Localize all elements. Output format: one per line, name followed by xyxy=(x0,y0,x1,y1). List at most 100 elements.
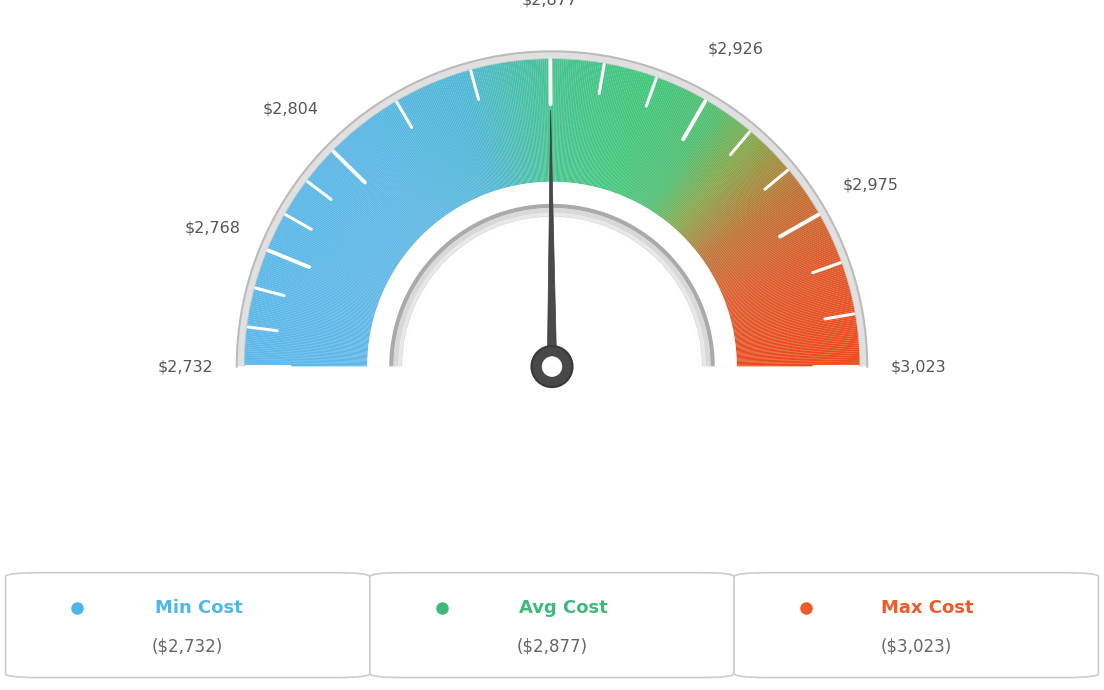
Wedge shape xyxy=(362,124,438,221)
Wedge shape xyxy=(665,122,741,221)
Wedge shape xyxy=(297,192,400,263)
Text: ($3,023): ($3,023) xyxy=(881,638,952,656)
Wedge shape xyxy=(519,60,533,183)
Wedge shape xyxy=(661,119,736,219)
Wedge shape xyxy=(736,355,860,361)
Wedge shape xyxy=(583,63,606,185)
Wedge shape xyxy=(248,315,370,337)
Wedge shape xyxy=(322,160,415,244)
Wedge shape xyxy=(301,186,403,259)
Wedge shape xyxy=(236,51,868,366)
Wedge shape xyxy=(254,286,373,319)
Wedge shape xyxy=(731,292,851,323)
Wedge shape xyxy=(707,197,810,266)
Wedge shape xyxy=(252,295,372,325)
Wedge shape xyxy=(736,337,859,351)
Wedge shape xyxy=(728,270,845,310)
Wedge shape xyxy=(598,68,630,188)
Wedge shape xyxy=(310,175,407,253)
Wedge shape xyxy=(681,146,768,235)
Wedge shape xyxy=(673,135,755,228)
Wedge shape xyxy=(329,153,418,239)
Wedge shape xyxy=(735,324,857,342)
Wedge shape xyxy=(252,297,372,326)
Wedge shape xyxy=(719,235,831,289)
Wedge shape xyxy=(578,62,598,184)
Wedge shape xyxy=(444,77,488,193)
Wedge shape xyxy=(693,168,788,248)
Wedge shape xyxy=(667,126,745,223)
Wedge shape xyxy=(682,148,769,236)
Wedge shape xyxy=(597,68,628,188)
Wedge shape xyxy=(714,220,824,279)
Wedge shape xyxy=(245,337,368,351)
Wedge shape xyxy=(729,279,848,315)
Wedge shape xyxy=(276,228,386,285)
Wedge shape xyxy=(730,282,849,317)
Wedge shape xyxy=(395,101,459,208)
Wedge shape xyxy=(736,353,860,359)
Wedge shape xyxy=(734,315,856,337)
Wedge shape xyxy=(347,136,429,229)
Wedge shape xyxy=(256,279,375,315)
Wedge shape xyxy=(636,92,693,202)
Wedge shape xyxy=(624,83,672,197)
Wedge shape xyxy=(622,81,669,196)
FancyBboxPatch shape xyxy=(6,573,370,678)
Wedge shape xyxy=(524,59,537,183)
Wedge shape xyxy=(298,190,401,262)
Wedge shape xyxy=(516,61,531,183)
Wedge shape xyxy=(668,127,746,224)
Wedge shape xyxy=(569,60,581,183)
Wedge shape xyxy=(333,149,422,237)
Text: $2,732: $2,732 xyxy=(158,359,213,374)
Wedge shape xyxy=(718,228,828,285)
Wedge shape xyxy=(299,189,401,261)
Wedge shape xyxy=(378,112,448,215)
Wedge shape xyxy=(731,286,850,319)
Wedge shape xyxy=(379,111,449,214)
Wedge shape xyxy=(222,366,882,690)
Wedge shape xyxy=(321,161,414,244)
Wedge shape xyxy=(264,257,380,302)
Wedge shape xyxy=(540,59,546,182)
Wedge shape xyxy=(574,61,591,184)
Wedge shape xyxy=(703,190,806,262)
Wedge shape xyxy=(312,172,408,250)
Wedge shape xyxy=(316,168,411,248)
Wedge shape xyxy=(689,160,782,244)
Wedge shape xyxy=(732,299,853,327)
Wedge shape xyxy=(259,270,376,310)
Wedge shape xyxy=(562,59,572,182)
Wedge shape xyxy=(735,335,859,349)
Wedge shape xyxy=(287,208,393,273)
Wedge shape xyxy=(712,212,819,275)
Wedge shape xyxy=(735,332,858,347)
Wedge shape xyxy=(588,65,615,186)
Wedge shape xyxy=(694,170,790,250)
Wedge shape xyxy=(580,62,601,184)
Wedge shape xyxy=(359,126,437,223)
Wedge shape xyxy=(606,72,644,190)
Wedge shape xyxy=(552,59,554,182)
Wedge shape xyxy=(593,66,622,186)
Wedge shape xyxy=(716,225,827,283)
Wedge shape xyxy=(666,124,744,222)
Wedge shape xyxy=(534,59,543,182)
Wedge shape xyxy=(731,290,851,322)
Wedge shape xyxy=(426,85,478,198)
Wedge shape xyxy=(700,181,799,256)
Wedge shape xyxy=(270,241,383,292)
Wedge shape xyxy=(542,59,548,182)
Wedge shape xyxy=(285,212,392,275)
Wedge shape xyxy=(652,108,720,212)
Wedge shape xyxy=(670,129,750,225)
Wedge shape xyxy=(555,59,560,182)
Wedge shape xyxy=(476,68,507,188)
Text: $2,877: $2,877 xyxy=(522,0,578,8)
Wedge shape xyxy=(626,85,678,198)
Wedge shape xyxy=(448,76,490,193)
Wedge shape xyxy=(407,94,466,204)
Wedge shape xyxy=(709,205,815,270)
Wedge shape xyxy=(346,137,429,230)
